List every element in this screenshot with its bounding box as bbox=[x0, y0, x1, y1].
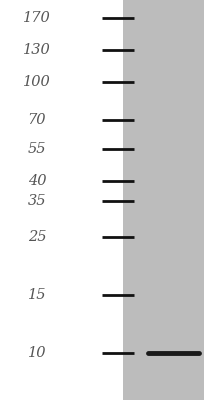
Text: 10: 10 bbox=[28, 346, 46, 360]
Text: 25: 25 bbox=[28, 230, 46, 244]
Text: 100: 100 bbox=[23, 75, 51, 89]
Bar bbox=[122, 0, 204, 400]
Text: 130: 130 bbox=[23, 43, 51, 57]
Text: 15: 15 bbox=[28, 288, 46, 302]
Text: 40: 40 bbox=[28, 174, 46, 188]
Text: 55: 55 bbox=[28, 142, 46, 156]
Text: 70: 70 bbox=[28, 113, 46, 127]
Text: 35: 35 bbox=[28, 194, 46, 208]
Text: 170: 170 bbox=[23, 11, 51, 25]
